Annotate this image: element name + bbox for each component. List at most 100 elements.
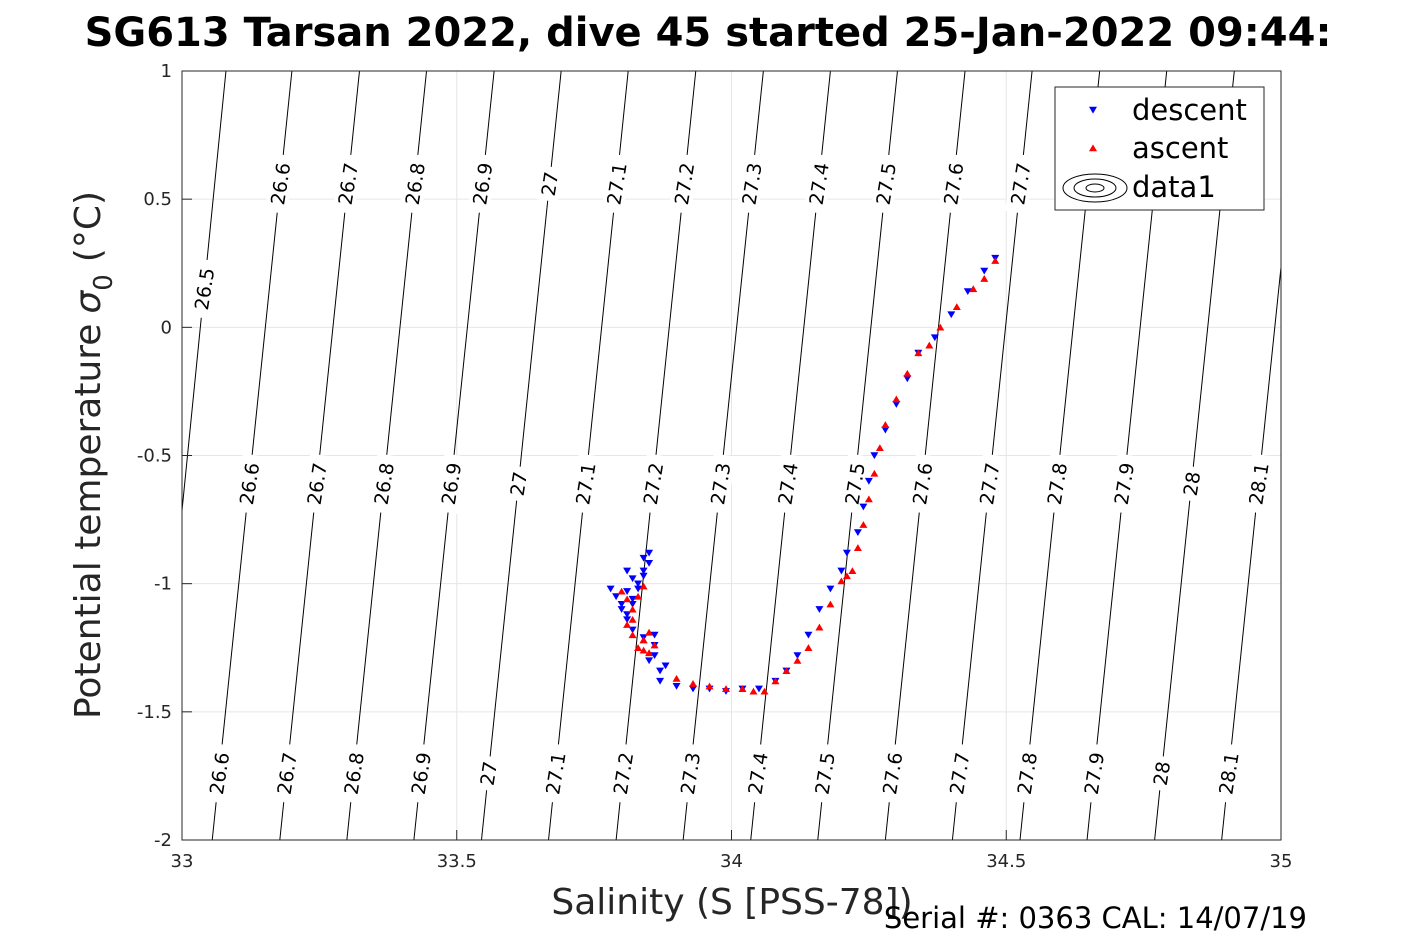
chart-title: SG613 Tarsan 2022, dive 45 started 25-Ja… (85, 10, 1332, 56)
descent-point (842, 549, 851, 557)
ascent-point (859, 521, 868, 528)
descent-point (645, 657, 654, 665)
descent-point (947, 311, 956, 319)
descent-point (826, 585, 835, 593)
ascent-point (705, 682, 714, 690)
contour-label: 27 (538, 170, 564, 197)
contour-label-background (803, 153, 835, 215)
contour-label-group: 26.8 (399, 153, 431, 215)
contour-label-background (332, 153, 364, 215)
ascent-point (771, 677, 780, 685)
descent-point (639, 567, 648, 575)
contour-label-background (876, 742, 908, 804)
contour-label-background (301, 453, 333, 515)
descent-point (639, 572, 648, 580)
x-tick-label: 34.5 (986, 851, 1026, 872)
contour-label-background (1213, 742, 1244, 804)
ascent-point (925, 341, 934, 349)
descent-point (650, 652, 659, 660)
contour-label-background (973, 453, 1005, 515)
contour-label-background (809, 742, 841, 804)
contour-label-background (1108, 453, 1140, 515)
contour-label-background (203, 742, 235, 804)
ascent-point (903, 369, 912, 377)
contour-label-group: 27.4 (803, 153, 835, 215)
x-axis-label: Salinity (S [PSS-78]) (551, 882, 912, 923)
descent-point (892, 401, 901, 408)
contour-label-group: 27.8 (1011, 742, 1043, 804)
contour-label-background (570, 453, 601, 515)
y-tick-label: 0 (161, 317, 172, 338)
descent-point (628, 575, 637, 583)
descent-point (623, 616, 632, 624)
contour-label-background (736, 153, 768, 215)
legend-descent-marker (1089, 106, 1097, 114)
descent-point (628, 595, 637, 603)
contour-label-background (1004, 153, 1036, 215)
y-tick-label: 0.5 (143, 189, 172, 210)
ascent-point (639, 646, 648, 654)
contour-label-group: 27.1 (540, 742, 571, 804)
x-axis-ticks: 33 33.5 34 34.5 35 (171, 830, 1293, 872)
descent-point (870, 452, 879, 460)
descent-point (634, 585, 643, 593)
descent-point (689, 685, 698, 693)
descent-point (903, 375, 912, 383)
contour-label-background (466, 153, 498, 215)
contour-label-background (742, 742, 774, 804)
descent-point (656, 667, 665, 675)
ascent-point (842, 572, 851, 580)
descent-point (864, 477, 873, 485)
serial-calibration-text: Serial #: 0363 CAL: 14/07/19 (884, 901, 1307, 935)
ascent-point (634, 644, 643, 651)
ascent-point (672, 674, 681, 682)
contour-label-group: 27.9 (1108, 453, 1140, 515)
contour-label-group: 26.7 (301, 453, 333, 515)
contour-label-group: 26.8 (338, 742, 370, 804)
ascent-point (853, 544, 862, 551)
legend-ascent-label: ascent (1132, 131, 1228, 165)
contour-label-background (839, 453, 871, 515)
contour-label-background (1178, 465, 1206, 503)
legend-descent-label: descent (1132, 93, 1247, 127)
ascent-point (875, 444, 884, 452)
descent-point (628, 600, 637, 608)
ascent-point (639, 636, 648, 644)
contour-label: 28 (1150, 760, 1176, 787)
contour-label-background (674, 742, 706, 804)
descent-point (804, 631, 813, 639)
ascent-point (628, 615, 637, 623)
contour-label-background (1243, 453, 1274, 515)
contour-label-background (474, 754, 502, 792)
x-tick-label: 35 (1270, 851, 1293, 872)
contour-label-background (1078, 742, 1110, 804)
contour-label-background (504, 465, 532, 503)
ascent-point (738, 685, 747, 692)
ascent-point (881, 421, 890, 428)
contour-label-background (399, 153, 431, 215)
ascent-point (815, 623, 824, 631)
contour-label-group: 28.1 (1243, 453, 1274, 515)
descent-point (617, 600, 626, 608)
contour-label-background (1011, 742, 1043, 804)
ascent-point (623, 595, 632, 603)
contour-label: 28 (1180, 470, 1206, 497)
contour-label-background (1147, 754, 1176, 792)
contour-label-background (601, 153, 632, 215)
legend-data1-label: data1 (1132, 170, 1216, 204)
descent-point (645, 559, 654, 567)
ascent-point (952, 303, 961, 311)
ascent-point (628, 605, 637, 613)
descent-point (623, 588, 632, 595)
descent-point (639, 554, 648, 562)
legend-ascent-marker (1089, 144, 1097, 152)
contour-label-group: 26.7 (332, 153, 364, 215)
y-axis-label-subscript: 0 (89, 274, 119, 291)
descent-point (623, 567, 632, 575)
descent-point (645, 549, 654, 557)
contour-label-background (870, 153, 902, 215)
ascent-point (782, 667, 791, 675)
ascent-point (645, 628, 654, 636)
x-tick-label: 33 (171, 851, 194, 872)
